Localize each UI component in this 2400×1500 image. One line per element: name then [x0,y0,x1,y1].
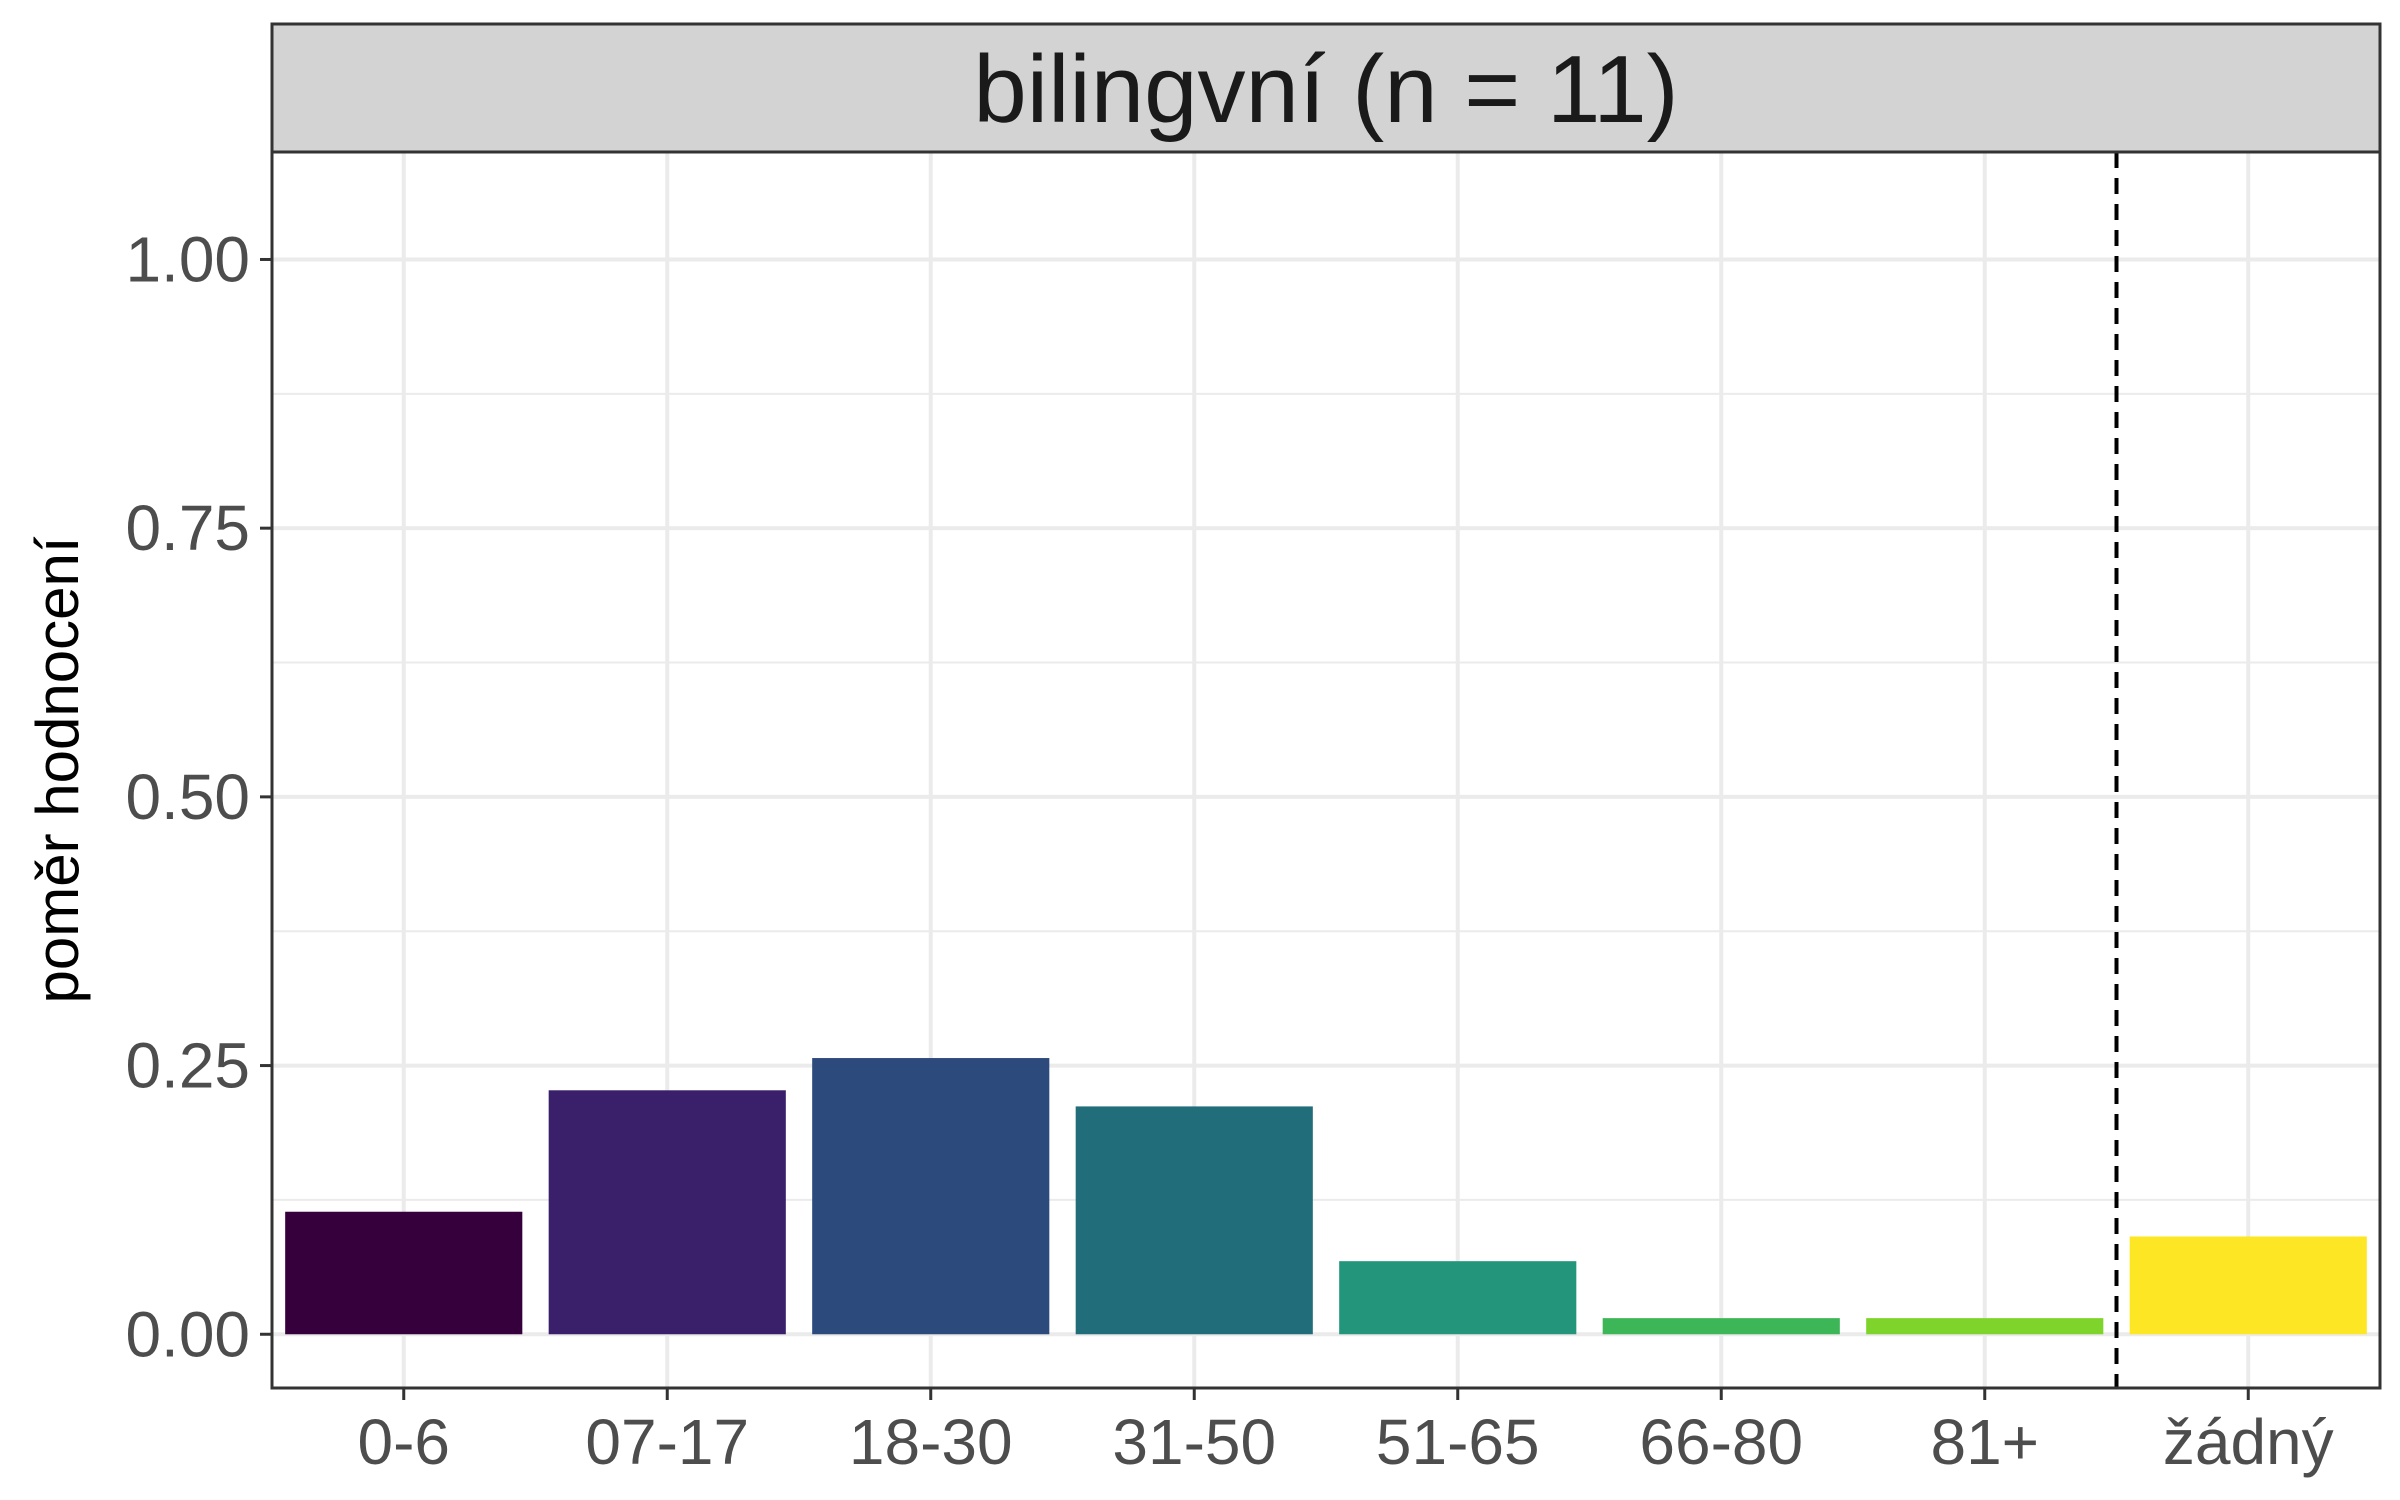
x-tick-label-6: 81+ [1930,1406,2039,1478]
x-tick-label-3: 31-50 [1112,1406,1276,1478]
bars [285,1058,2367,1335]
bar-07-17 [548,1090,786,1335]
x-tick-label-1: 07-17 [585,1406,749,1478]
y-axis: 0.00 0.25 0.50 0.75 1.00 [125,223,272,1370]
y-tick-label-3: 0.75 [125,492,250,564]
bar-0-6 [285,1211,523,1335]
bar-51-65 [1339,1261,1577,1335]
x-tick-label-2: 18-30 [849,1406,1013,1478]
grid-lines [272,152,2380,1388]
y-tick-label-2: 0.50 [125,761,250,833]
plot-panel-border [270,150,2382,1390]
y-tick-label-0: 0.00 [125,1298,250,1370]
bar-81+ [1866,1318,2104,1335]
y-tick-label-4: 1.00 [125,223,250,295]
x-tick-label-4: 51-65 [1376,1406,1540,1478]
y-axis-title: poměr hodnocení [24,536,91,1003]
bar-18-30 [812,1058,1050,1335]
x-tick-label-0: 0-6 [358,1406,451,1478]
x-tick-label-5: 66-80 [1639,1406,1803,1478]
bar-31-50 [1075,1106,1313,1335]
bar-žádný [2129,1236,2367,1335]
x-tick-label-7: žádný [2163,1406,2334,1478]
facet-strip [270,22,2382,154]
x-axis: 0-6 07-17 18-30 31-50 51-65 66-80 81+ žádný [358,1388,2334,1478]
y-tick-label-1: 0.25 [125,1030,250,1102]
bar-66-80 [1602,1318,1840,1335]
facet-strip-title: bilingvní (n = 11) [973,36,1678,143]
